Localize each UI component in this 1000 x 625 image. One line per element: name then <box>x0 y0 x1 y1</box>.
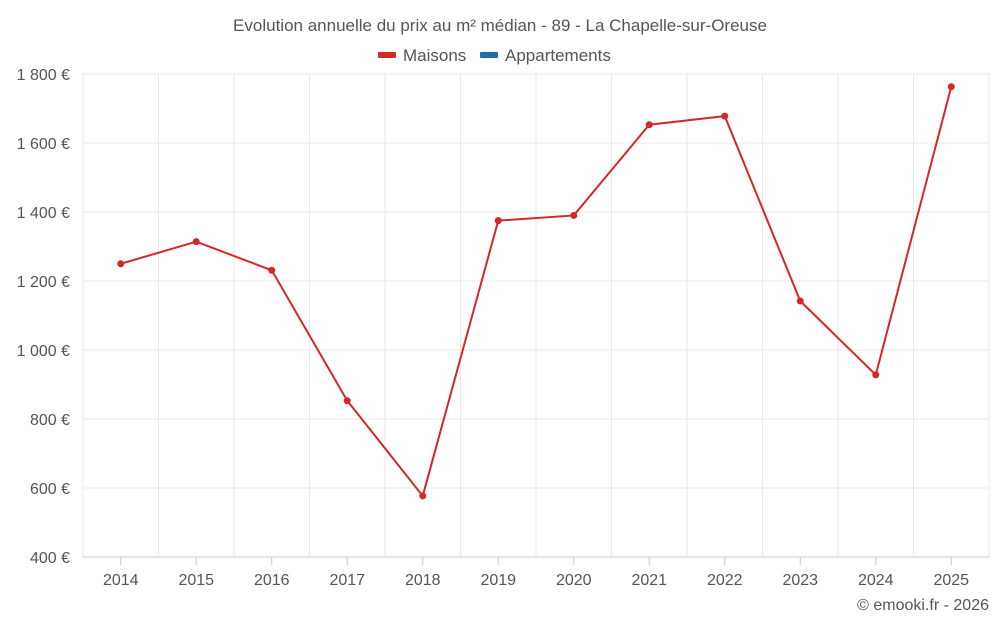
x-tick-label: 2021 <box>631 572 667 589</box>
data-point[interactable] <box>494 217 502 225</box>
y-tick-label: 800 € <box>30 412 70 429</box>
y-tick-label: 1 000 € <box>17 343 70 360</box>
chart-legend: Maisons Appartements <box>378 46 611 65</box>
y-tick-label: 1 400 € <box>17 205 70 222</box>
data-point[interactable] <box>117 260 125 268</box>
chart-credit: © emooki.fr - 2026 <box>857 597 989 614</box>
y-tick-label: 1 600 € <box>17 136 70 153</box>
data-point[interactable] <box>419 492 427 500</box>
y-tick-label: 1 800 € <box>17 67 70 84</box>
data-point[interactable] <box>343 397 351 405</box>
x-tick-label: 2025 <box>933 572 969 589</box>
data-point[interactable] <box>796 297 804 305</box>
data-point[interactable] <box>721 112 729 120</box>
legend-swatch-maisons <box>378 52 396 58</box>
series-line-maisons <box>120 86 953 499</box>
data-point[interactable] <box>645 121 653 129</box>
legend-swatch-appartements <box>480 52 498 58</box>
x-tick-label: 2024 <box>858 572 894 589</box>
x-tick-label: 2020 <box>556 572 592 589</box>
series-layer <box>117 83 955 500</box>
axes <box>83 556 989 565</box>
data-point[interactable] <box>570 211 578 219</box>
chart-title: Evolution annuelle du prix au m² médian … <box>233 16 767 35</box>
y-tick-label: 600 € <box>30 481 70 498</box>
grid-lines <box>82 73 990 557</box>
x-tick-label: 2019 <box>480 572 516 589</box>
x-tick-label: 2014 <box>103 572 139 589</box>
y-tick-label: 400 € <box>30 550 70 567</box>
x-tick-label: 2022 <box>707 572 743 589</box>
x-tick-label: 2018 <box>405 572 441 589</box>
data-point[interactable] <box>872 371 880 379</box>
legend-label-appartements[interactable]: Appartements <box>505 46 611 65</box>
x-tick-label: 2017 <box>329 572 365 589</box>
x-tick-label: 2015 <box>178 572 214 589</box>
data-point[interactable] <box>947 83 955 91</box>
data-point[interactable] <box>192 238 200 246</box>
legend-label-maisons[interactable]: Maisons <box>403 46 466 65</box>
y-tick-label: 1 200 € <box>17 274 70 291</box>
x-tick-label: 2023 <box>782 572 818 589</box>
tick-labels: 400 € 600 € 800 € 1 000 € 1 200 € 1 400 € 1 60… <box>17 67 970 589</box>
data-point[interactable] <box>268 266 276 274</box>
x-tick-label: 2016 <box>254 572 290 589</box>
